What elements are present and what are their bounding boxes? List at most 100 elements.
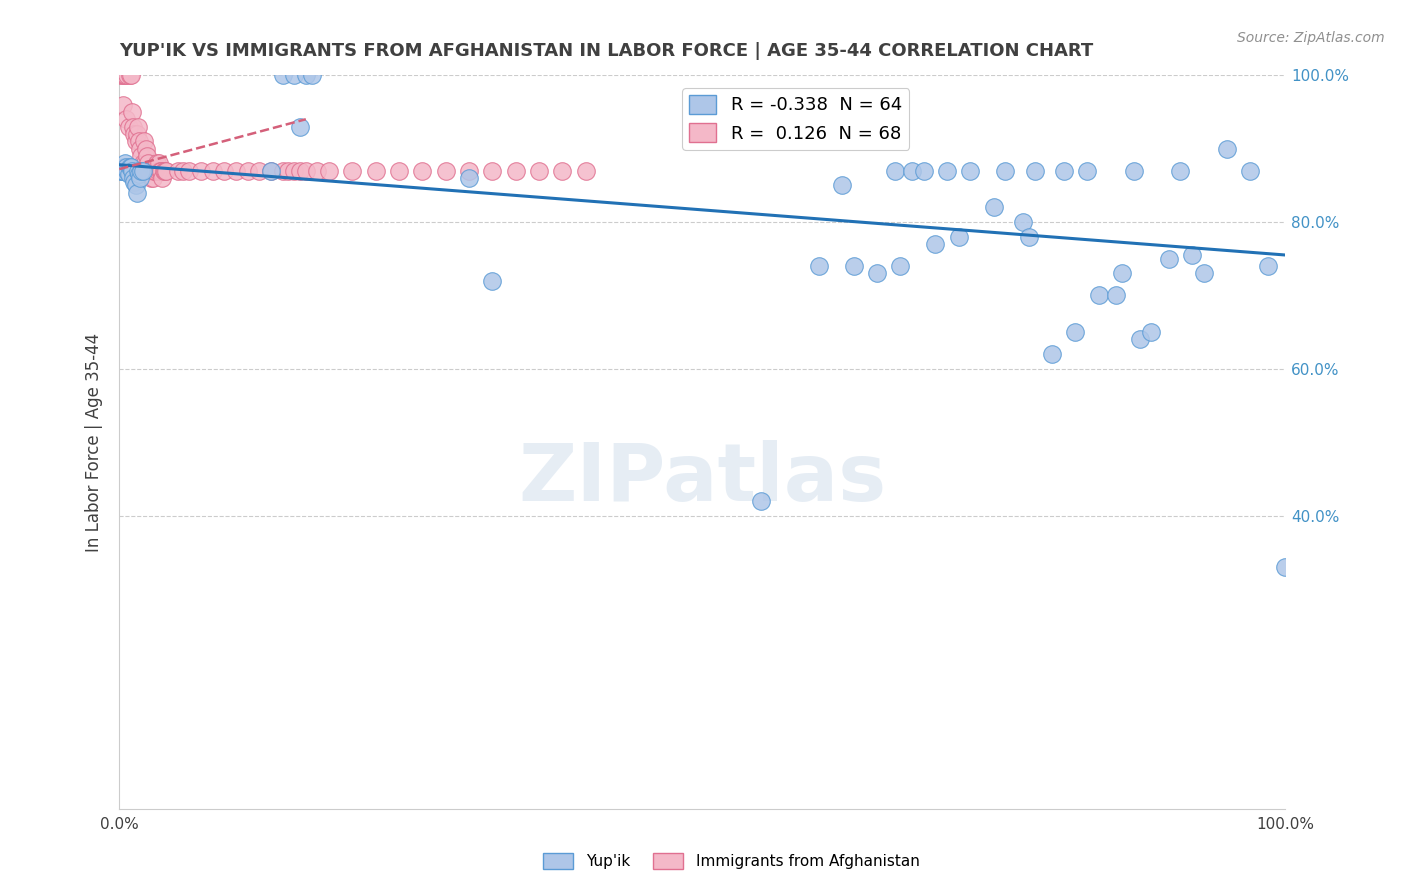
Point — [411, 163, 433, 178]
Point — [301, 68, 323, 82]
Point — [1140, 325, 1163, 339]
Point — [288, 120, 311, 134]
Point — [288, 163, 311, 178]
Point — [201, 163, 224, 178]
Point — [121, 104, 143, 119]
Point — [983, 200, 1005, 214]
Point — [129, 170, 152, 185]
Point — [114, 156, 136, 170]
Point — [1157, 252, 1180, 266]
Point — [124, 134, 146, 148]
Point — [138, 163, 160, 178]
Point — [505, 163, 527, 178]
Point — [138, 156, 160, 170]
Point — [136, 149, 159, 163]
Point — [122, 120, 145, 134]
Point — [132, 134, 155, 148]
Point — [271, 68, 294, 82]
Point — [434, 163, 457, 178]
Point — [111, 163, 134, 178]
Point — [307, 163, 329, 178]
Point — [139, 170, 162, 185]
Point — [388, 163, 411, 178]
Point — [295, 68, 318, 82]
Point — [283, 163, 305, 178]
Point — [145, 163, 167, 178]
Point — [110, 68, 132, 82]
Point — [179, 163, 201, 178]
Point — [959, 163, 981, 178]
Point — [112, 160, 135, 174]
Point — [283, 68, 305, 82]
Point — [458, 163, 481, 178]
Point — [152, 170, 174, 185]
Point — [318, 163, 340, 178]
Point — [135, 142, 157, 156]
Point — [149, 163, 172, 178]
Point — [134, 156, 156, 170]
Point — [152, 163, 174, 178]
Point — [153, 163, 176, 178]
Point — [124, 178, 146, 193]
Point — [1024, 163, 1046, 178]
Point — [481, 163, 503, 178]
Point — [1274, 560, 1296, 574]
Point — [124, 175, 146, 189]
Point — [924, 237, 946, 252]
Legend: Yup'ik, Immigrants from Afghanistan: Yup'ik, Immigrants from Afghanistan — [537, 847, 925, 875]
Point — [1012, 215, 1035, 229]
Point — [1018, 229, 1040, 244]
Point — [212, 163, 235, 178]
Point — [247, 163, 270, 178]
Point — [110, 68, 132, 82]
Point — [994, 163, 1017, 178]
Point — [155, 163, 177, 178]
Point — [1239, 163, 1261, 178]
Point — [131, 149, 153, 163]
Point — [145, 156, 167, 170]
Point — [842, 259, 865, 273]
Point — [131, 163, 153, 178]
Point — [127, 163, 149, 178]
Point — [1168, 163, 1191, 178]
Point — [1087, 288, 1109, 302]
Point — [117, 120, 139, 134]
Point — [364, 163, 387, 178]
Point — [1257, 259, 1279, 273]
Point — [831, 178, 853, 193]
Point — [1128, 332, 1150, 346]
Point — [120, 160, 142, 174]
Point — [883, 163, 905, 178]
Point — [190, 163, 212, 178]
Point — [236, 163, 259, 178]
Legend: R = -0.338  N = 64, R =  0.126  N = 68: R = -0.338 N = 64, R = 0.126 N = 68 — [682, 88, 910, 150]
Point — [125, 186, 148, 200]
Point — [131, 156, 153, 170]
Point — [112, 68, 135, 82]
Point — [115, 112, 138, 127]
Point — [141, 163, 163, 178]
Point — [936, 163, 959, 178]
Point — [948, 229, 970, 244]
Point — [1053, 163, 1076, 178]
Y-axis label: In Labor Force | Age 35-44: In Labor Force | Age 35-44 — [86, 333, 103, 551]
Point — [128, 134, 150, 148]
Point — [1040, 347, 1063, 361]
Point — [117, 163, 139, 178]
Point — [1181, 248, 1204, 262]
Point — [127, 120, 149, 134]
Point — [866, 266, 889, 280]
Point — [122, 170, 145, 185]
Point — [131, 163, 153, 178]
Point — [889, 259, 911, 273]
Text: ZIPatlas: ZIPatlas — [519, 440, 886, 518]
Point — [481, 274, 503, 288]
Point — [118, 68, 141, 82]
Point — [120, 68, 142, 82]
Point — [129, 142, 152, 156]
Point — [749, 493, 772, 508]
Point — [342, 163, 364, 178]
Point — [1064, 325, 1087, 339]
Point — [1216, 142, 1239, 156]
Point — [110, 163, 132, 178]
